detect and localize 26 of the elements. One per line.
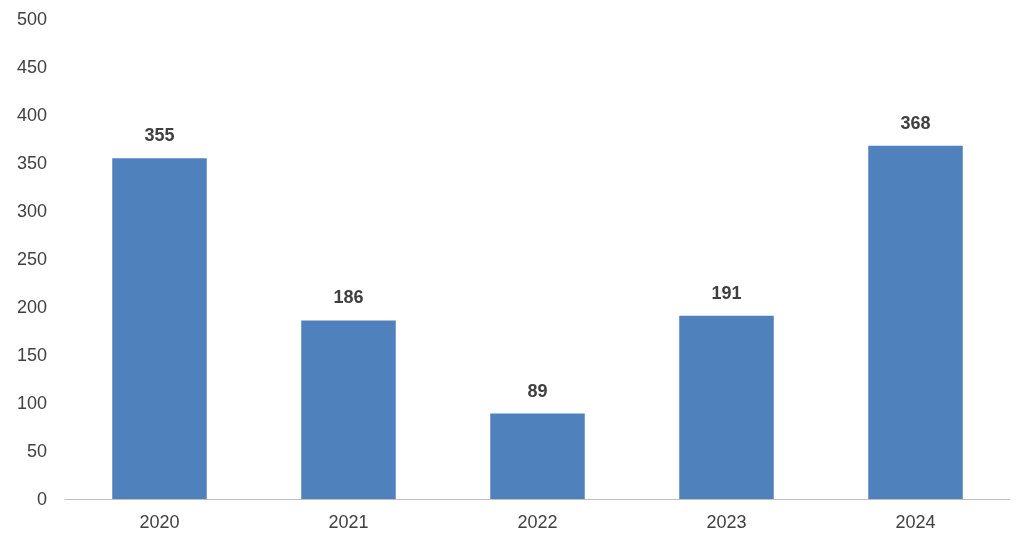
x-tick-label: 2021	[328, 512, 369, 532]
y-tick-label: 300	[16, 201, 47, 221]
y-tick-label: 400	[16, 105, 47, 125]
y-tick-label: 150	[16, 345, 47, 365]
bar	[490, 413, 585, 499]
x-tick-label: 2022	[517, 512, 558, 532]
y-tick-label: 450	[16, 57, 47, 77]
x-tick-label: 2020	[139, 512, 180, 532]
y-tick-label: 500	[16, 9, 47, 29]
data-label: 186	[333, 287, 364, 308]
bar	[112, 158, 207, 499]
data-label: 89	[527, 380, 548, 401]
data-label: 355	[144, 125, 175, 146]
y-tick-label: 200	[16, 297, 47, 317]
x-tick-label: 2024	[895, 512, 936, 532]
bar	[301, 320, 396, 499]
data-label: 368	[900, 112, 931, 133]
y-tick-label: 250	[16, 249, 47, 269]
bar	[679, 315, 774, 499]
y-tick-label: 0	[36, 489, 47, 509]
data-label: 191	[711, 282, 742, 303]
y-tick-label: 350	[16, 153, 47, 173]
x-tick-label: 2023	[706, 512, 747, 532]
y-tick-label: 100	[16, 393, 47, 413]
bar	[868, 145, 963, 499]
y-tick-label: 50	[26, 441, 47, 461]
